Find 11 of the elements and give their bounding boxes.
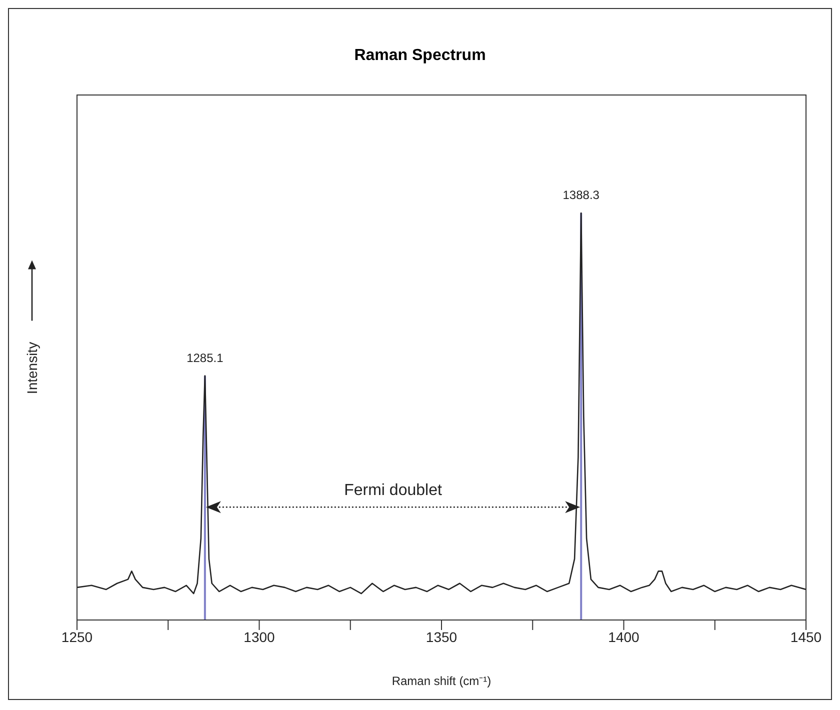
annotation: 1285.1 [186, 350, 224, 365]
x-tick-label: 1250 [61, 628, 93, 645]
chart-title: Raman Spectrum [353, 47, 487, 65]
x-tick-label: 1450 [790, 628, 822, 645]
annotation: 1388.3 [562, 188, 600, 202]
x-tick-label: 1300 [244, 628, 276, 645]
y-axis-title: Intensity [24, 342, 40, 394]
x-tick-label: 1400 [608, 628, 640, 645]
x-axis-title: Raman shift (cm⁻¹) [392, 674, 492, 688]
x-tick-label: 1350 [426, 628, 458, 645]
annotation: Fermi doublet [344, 482, 442, 500]
